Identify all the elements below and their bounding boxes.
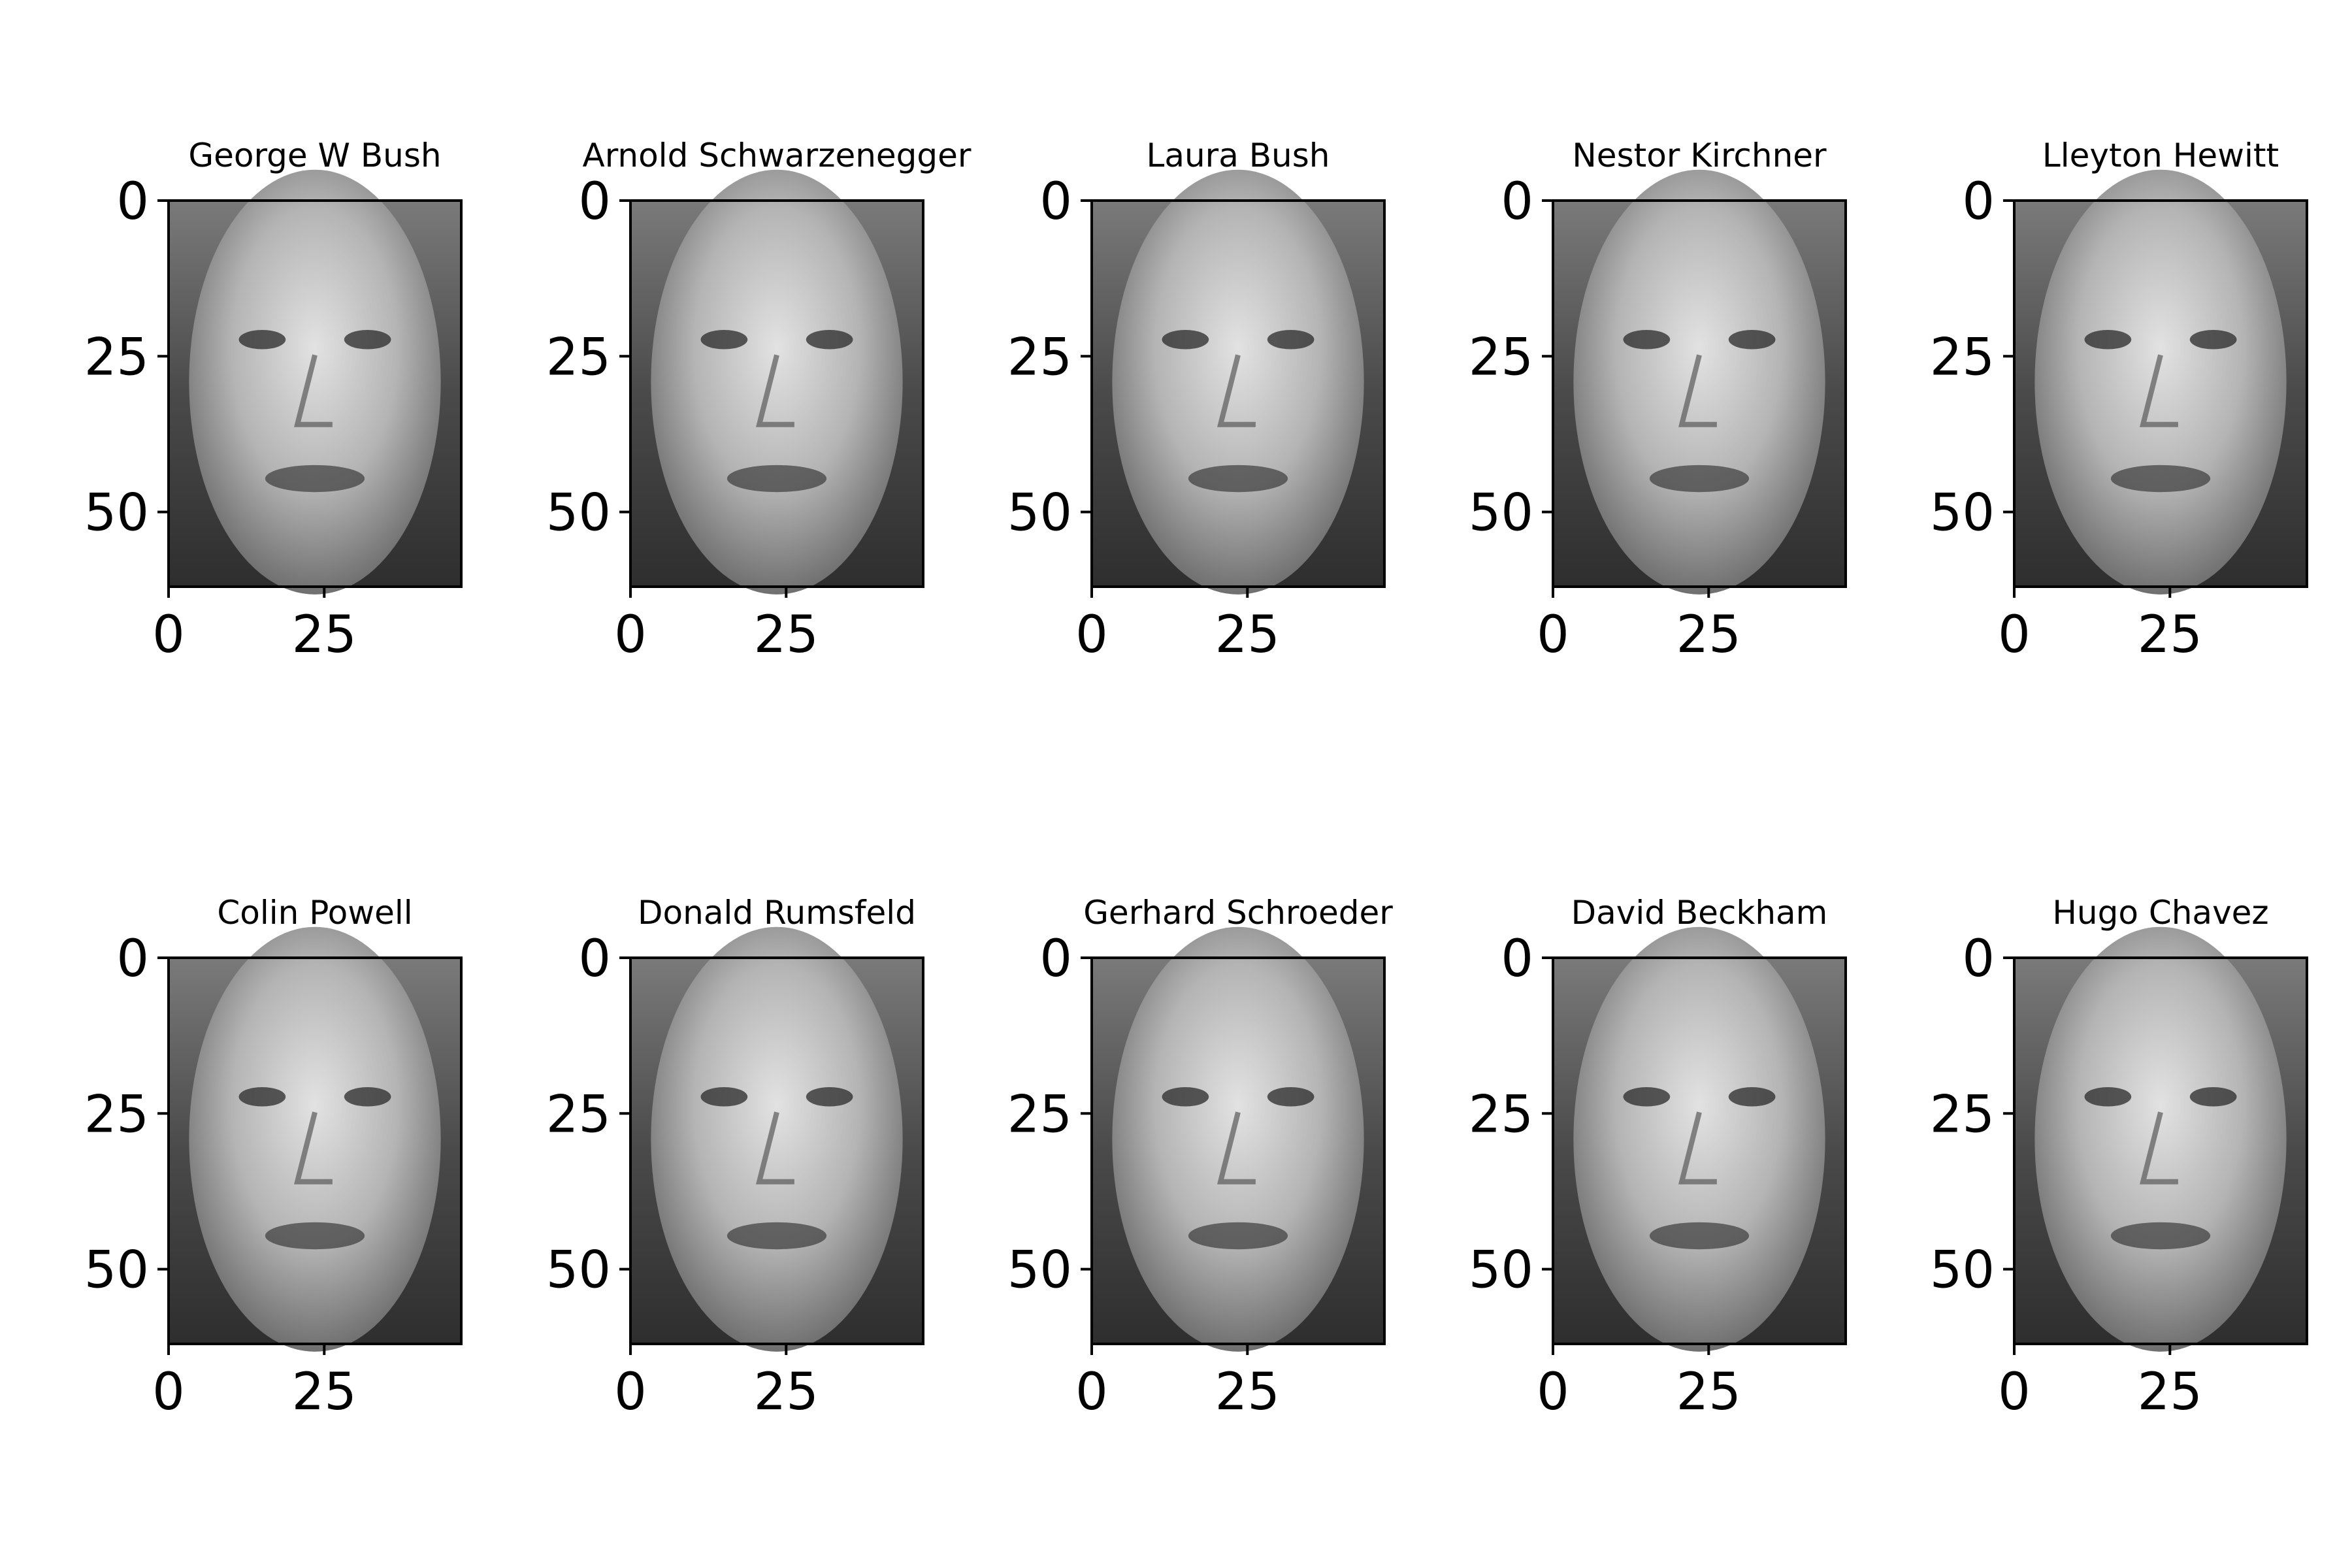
- subplot-1: George W Bush 0 25 50 0 25: [84, 137, 463, 664]
- subplot-title: Hugo Chavez: [2052, 894, 2268, 932]
- subplot-6: Colin Powell 0 25 50 0 25: [84, 894, 463, 1422]
- y-tick-label: 50: [84, 484, 149, 543]
- subplot-4: Nestor Kirchner 0 25 50 0 25: [1469, 137, 1847, 664]
- x-tick-label: 25: [1676, 606, 1741, 664]
- y-tick-label: 50: [1469, 484, 1533, 543]
- y-tick-label: 25: [84, 1085, 149, 1144]
- y-tick-label: 25: [1930, 328, 1995, 387]
- y-tick-label: 50: [546, 1241, 611, 1300]
- y-tick-label: 50: [1930, 484, 1995, 543]
- subplot-title: David Beckham: [1571, 894, 1828, 932]
- y-tick-label: 0: [578, 930, 611, 988]
- subplot-title: Arnold Schwarzenegger: [583, 137, 972, 174]
- face-colin-powell-image: [169, 926, 461, 1352]
- y-tick-label: 50: [546, 484, 611, 543]
- y-tick-label: 0: [1501, 930, 1533, 988]
- face-donald-rumsfeld-image: [630, 926, 923, 1352]
- x-tick-label: 0: [614, 606, 647, 664]
- y-tick-label: 0: [1501, 172, 1533, 231]
- x-tick-label: 25: [2138, 606, 2202, 664]
- x-tick-label: 0: [1075, 1363, 1108, 1422]
- x-tick-label: 0: [1537, 606, 1569, 664]
- x-tick-label: 25: [754, 1363, 819, 1422]
- face-arnold-schwarzenegger-image: [630, 169, 923, 595]
- subplot-title: Donald Rumsfeld: [638, 894, 916, 932]
- face-lleyton-hewitt-image: [2014, 169, 2307, 595]
- y-tick-label: 50: [1469, 1241, 1533, 1300]
- x-tick-label: 0: [1075, 606, 1108, 664]
- y-tick-label: 0: [578, 172, 611, 231]
- axes-frame: [1090, 199, 1386, 588]
- x-tick-label: 25: [2138, 1363, 2202, 1422]
- axes-frame: [2013, 956, 2308, 1345]
- axes-frame: [1552, 956, 1847, 1345]
- x-tick-label: 0: [152, 606, 185, 664]
- y-tick-label: 25: [1469, 1085, 1533, 1144]
- y-tick-label: 50: [1007, 1241, 1072, 1300]
- x-tick-label: 0: [1998, 1363, 2031, 1422]
- x-tick-label: 25: [1215, 606, 1280, 664]
- subplot-title: Laura Bush: [1146, 137, 1330, 174]
- y-tick-label: 50: [84, 1241, 149, 1300]
- y-tick-label: 25: [84, 328, 149, 387]
- x-tick-label: 25: [292, 1363, 357, 1422]
- subplot-7: Donald Rumsfeld 0 25 50 0 25: [546, 894, 924, 1422]
- y-tick-label: 0: [116, 930, 149, 988]
- subplot-9: David Beckham 0 25 50 0 25: [1469, 894, 1847, 1422]
- y-tick-label: 50: [1930, 1241, 1995, 1300]
- subplot-3: Laura Bush 0 25 50 0 25: [1007, 137, 1386, 664]
- x-tick-label: 25: [1215, 1363, 1280, 1422]
- x-tick-label: 0: [1537, 1363, 1569, 1422]
- subplot-title: Colin Powell: [217, 894, 412, 932]
- x-tick-label: 25: [1676, 1363, 1741, 1422]
- subplot-title: George W Bush: [188, 137, 441, 174]
- subplot-10: Hugo Chavez 0 25 50 0 25: [1930, 894, 2308, 1422]
- subplot-title: Nestor Kirchner: [1572, 137, 1827, 174]
- y-tick-label: 0: [1962, 172, 1995, 231]
- face-laura-bush-image: [1092, 169, 1384, 595]
- y-tick-label: 50: [1007, 484, 1072, 543]
- subplot-title: Gerhard Schroeder: [1083, 894, 1393, 932]
- axes-frame: [629, 956, 924, 1345]
- face-nestor-kirchner-image: [1553, 169, 1846, 595]
- axes-frame: [167, 199, 463, 588]
- x-tick-label: 25: [292, 606, 357, 664]
- x-tick-label: 25: [754, 606, 819, 664]
- face-gerhard-schroeder-image: [1092, 926, 1384, 1352]
- y-tick-label: 25: [1469, 328, 1533, 387]
- subplot-8: Gerhard Schroeder 0 25 50 0 25: [1007, 894, 1394, 1422]
- y-tick-label: 25: [1007, 1085, 1072, 1144]
- axes-frame: [1552, 199, 1847, 588]
- face-george-w-bush-image: [169, 169, 461, 595]
- face-david-beckham-image: [1553, 926, 1846, 1352]
- x-tick-label: 0: [1998, 606, 2031, 664]
- y-tick-label: 25: [546, 1085, 611, 1144]
- axes-frame: [2013, 199, 2308, 588]
- y-tick-label: 25: [546, 328, 611, 387]
- axes-frame: [629, 199, 924, 588]
- y-tick-label: 25: [1930, 1085, 1995, 1144]
- y-tick-label: 0: [1039, 172, 1072, 231]
- y-tick-label: 0: [1039, 930, 1072, 988]
- x-tick-label: 0: [614, 1363, 647, 1422]
- panels-layer: George W Bush 0 25 50 0 25 Arnold Schwarzenegg…: [84, 137, 2308, 1422]
- axes-frame: [1090, 956, 1386, 1345]
- x-tick-label: 0: [152, 1363, 185, 1422]
- face-hugo-chavez-image: [2014, 926, 2307, 1352]
- subplot-title: Lleyton Hewitt: [2042, 137, 2279, 174]
- y-tick-label: 0: [1962, 930, 1995, 988]
- axes-frame: [167, 956, 463, 1345]
- y-tick-label: 25: [1007, 328, 1072, 387]
- subplot-5: Lleyton Hewitt 0 25 50 0 25: [1930, 137, 2308, 664]
- y-tick-label: 0: [116, 172, 149, 231]
